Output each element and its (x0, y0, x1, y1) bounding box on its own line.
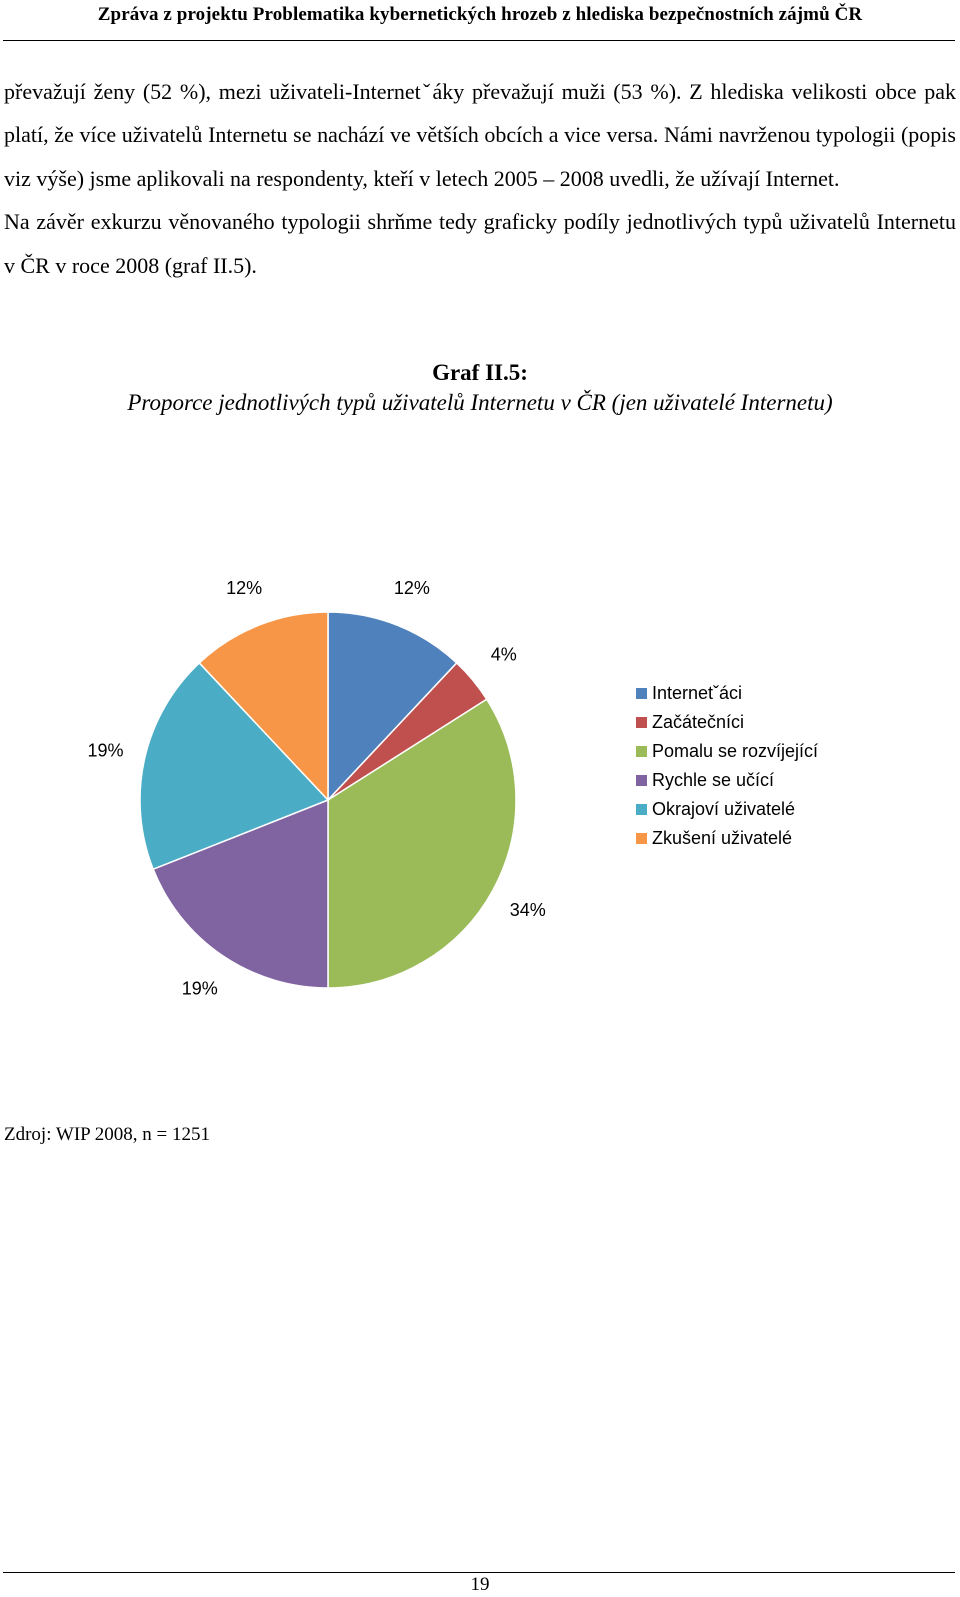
legend-label: Okrajoví uživatelé (652, 799, 795, 819)
legend-swatch (636, 717, 647, 728)
page-number: 19 (470, 1574, 490, 1595)
pie-slice (327, 698, 517, 989)
paragraph: Na závěr exkurzu věnovaného typologii sh… (4, 209, 956, 278)
pie-slice-label: 12% (394, 578, 430, 598)
legend-swatch (636, 804, 647, 815)
figure-caption: Proporce jednotlivých typů uživatelů Int… (127, 390, 833, 415)
pie-slice-label: 19% (182, 979, 218, 999)
body-text: převažují ženy (52 %), mezi uživateli-In… (4, 70, 956, 287)
figure-source: Zdroj: WIP 2008, n = 1251 (4, 1124, 210, 1145)
legend-swatch (636, 833, 647, 844)
legend-label: Pomalu se rozvíjející (652, 741, 818, 761)
legend-label: Zkušení uživatelé (652, 828, 792, 848)
pie-slice (327, 611, 458, 802)
pie-slice-label: 4% (491, 645, 517, 665)
legend-swatch (636, 775, 647, 786)
pie-slice (139, 661, 330, 871)
pie-slice (152, 798, 329, 989)
figure-label: Graf II.5: (432, 360, 528, 385)
footer-divider (3, 1572, 955, 1573)
pie-slice-label: 19% (87, 740, 123, 760)
paragraph: převažují ženy (52 %), mezi uživateli-In… (4, 79, 956, 191)
header-divider (3, 40, 955, 41)
legend-label: Rychle se učící (652, 770, 774, 790)
legend-label: Začátečníci (652, 712, 744, 732)
running-header: Zpráva z projektu Problematika kyberneti… (97, 4, 863, 25)
legend-label: Internetˇáci (652, 683, 742, 703)
pie-chart-svg: 12% 4% 34% 19% 19% 12% Internetˇáci Začátečníci… (87, 578, 818, 999)
pie-chart: 12% 4% 34% 19% 19% 12% Internetˇáci Začátečníci… (0, 560, 960, 1040)
legend-swatch (636, 746, 647, 757)
pie-slice-label: 12% (226, 578, 262, 598)
pie-slice-label: 34% (510, 900, 546, 920)
legend-swatch (636, 688, 647, 699)
pie-slice (198, 611, 329, 802)
